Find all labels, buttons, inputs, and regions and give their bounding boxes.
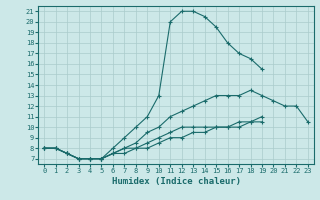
X-axis label: Humidex (Indice chaleur): Humidex (Indice chaleur)	[111, 177, 241, 186]
